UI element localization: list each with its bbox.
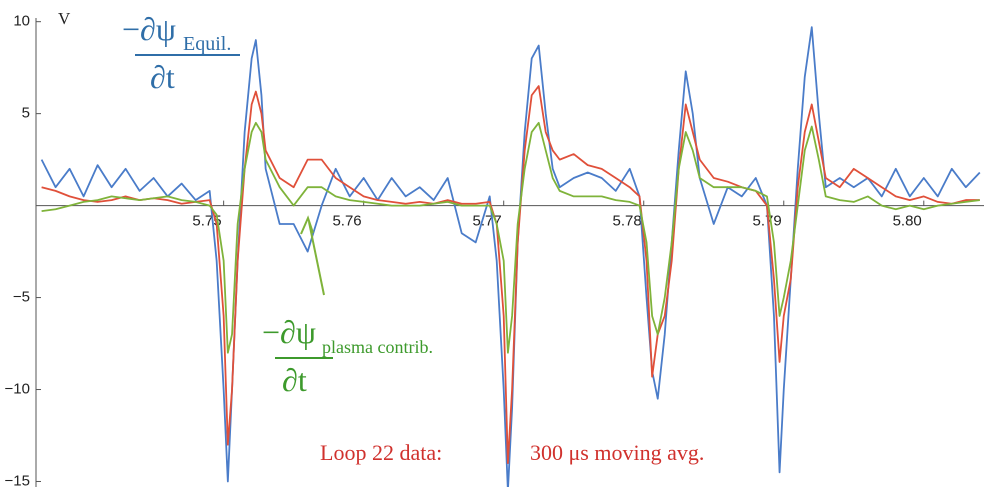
series-line	[41, 85, 980, 464]
annotation-text: Loop 22 data:	[320, 440, 442, 465]
y-tick-label: −15	[5, 472, 30, 487]
y-tick-label: 10	[13, 13, 30, 30]
annotation-subscript: plasma contrib.	[322, 337, 433, 357]
series-line	[41, 121, 980, 354]
annotation-plasma: −∂ψ plasma contrib. ∂t	[262, 215, 433, 398]
arrow-head	[300, 215, 314, 235]
y-tick-label: −5	[13, 289, 30, 306]
arrow-shaft	[308, 221, 325, 296]
y-tick-label: −10	[5, 380, 30, 397]
x-tick-label: 5.78	[613, 213, 642, 230]
y-tick-label: 5	[22, 105, 30, 122]
annotation-text: 300 μs moving avg.	[530, 440, 704, 465]
series-line	[40, 26, 981, 487]
annotation-subscript: Equil.	[183, 33, 231, 55]
annotation-numerator: −∂ψ	[262, 314, 316, 350]
y-axis-label: V	[58, 9, 71, 28]
annotation-equil: −∂ψ Equil. ∂t	[122, 11, 240, 95]
x-tick-label: 5.76	[332, 213, 361, 230]
x-tick-label: 5.80	[893, 213, 922, 230]
annotation-numerator: −∂ψ	[122, 11, 176, 47]
plot-area: 105−5−10−155.75 5.76 5.77 5.78 5.79 5.80	[5, 13, 984, 487]
annotation-denominator: ∂t	[150, 59, 175, 95]
annotation-denominator: ∂t	[282, 362, 307, 398]
